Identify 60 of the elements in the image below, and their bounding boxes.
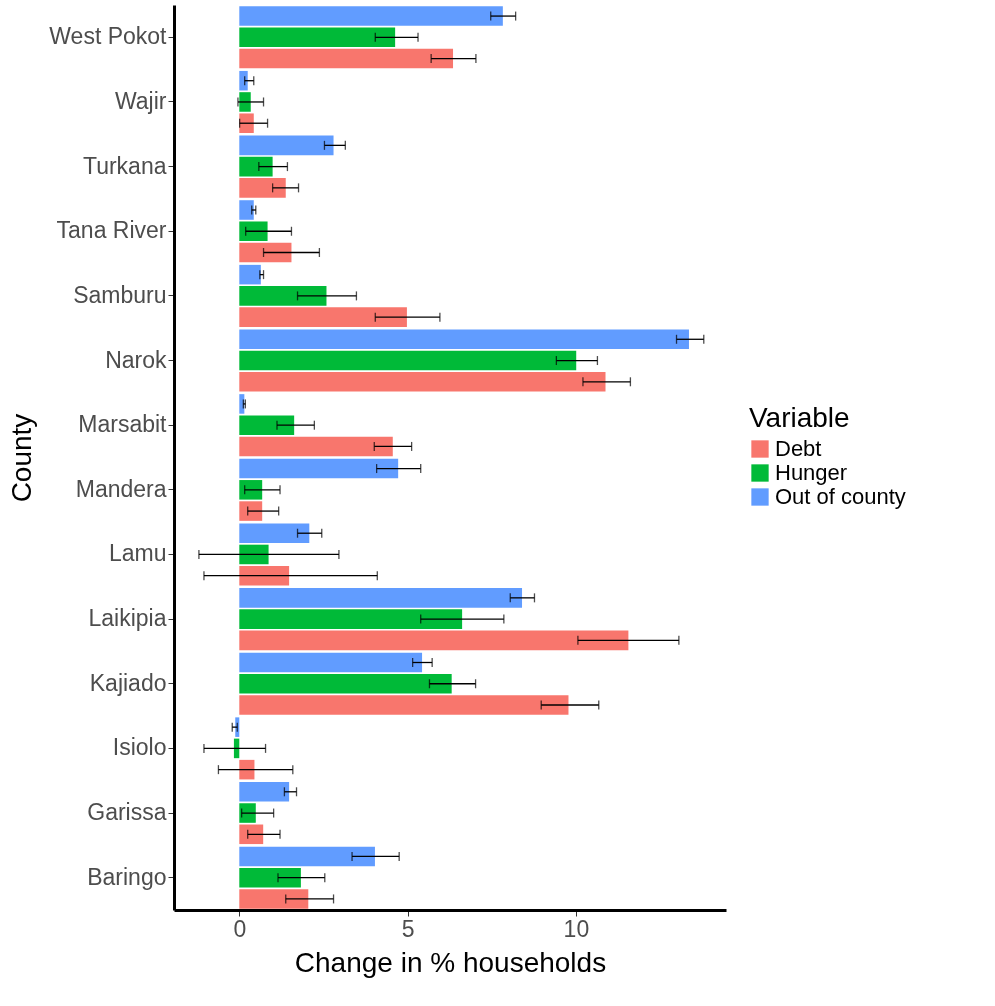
bar <box>239 846 375 867</box>
y-tick-label: Baringo <box>87 863 167 890</box>
bar <box>239 92 251 112</box>
y-tick-label: Mandera <box>75 475 167 502</box>
bar <box>239 178 286 198</box>
y-tick-label: West Pokot <box>49 23 168 50</box>
bar <box>239 523 310 543</box>
bar <box>239 673 452 694</box>
bar <box>239 372 606 392</box>
bar <box>239 889 309 909</box>
x-tick-label: 0 <box>233 915 247 942</box>
bar <box>239 242 292 263</box>
x-tick-label: 5 <box>401 915 415 942</box>
bar <box>239 759 255 780</box>
bar <box>239 588 523 608</box>
bar <box>239 501 263 521</box>
bar <box>239 264 261 285</box>
y-tick-label: Kajiado <box>89 669 167 696</box>
bar <box>239 630 629 651</box>
bar <box>239 350 577 371</box>
bar <box>239 329 689 350</box>
bar <box>239 458 399 479</box>
y-axis-title: County <box>6 413 38 503</box>
bar <box>239 480 263 500</box>
y-tick-label: Turkana <box>82 152 167 179</box>
bar <box>239 436 393 457</box>
y-tick-label: Lamu <box>108 540 167 567</box>
y-tick-label: Laikipia <box>88 605 167 632</box>
y-tick-label: Samburu <box>73 281 167 308</box>
x-axis-title: Change in % households <box>294 946 607 978</box>
legend-label: Debt <box>775 436 822 461</box>
bar <box>239 415 295 435</box>
x-tick-label: 10 <box>563 915 590 942</box>
bar <box>239 113 254 133</box>
bar <box>239 70 248 91</box>
legend-title: Variable <box>749 402 850 433</box>
bar <box>239 286 327 306</box>
bar <box>239 652 423 673</box>
bar <box>239 782 290 802</box>
bar <box>239 609 463 629</box>
y-tick-label: Narok <box>105 346 167 373</box>
bar <box>239 565 290 586</box>
bar <box>239 48 454 69</box>
y-tick-label: Tana River <box>56 217 167 244</box>
bar <box>239 27 396 48</box>
legend-label: Out of county <box>775 484 906 509</box>
bar <box>239 695 569 715</box>
y-tick-label: Wajir <box>114 87 167 114</box>
bar <box>239 135 334 156</box>
bar <box>239 6 503 26</box>
bar <box>239 867 301 888</box>
bar <box>239 307 407 327</box>
bar <box>239 156 273 177</box>
legend-label: Hunger <box>775 460 848 485</box>
y-tick-label: Isiolo <box>112 734 167 761</box>
y-tick-label: Garissa <box>87 799 167 826</box>
bar <box>239 544 269 565</box>
bar <box>239 221 268 242</box>
bar <box>239 824 264 845</box>
y-tick-label: Marsabit <box>78 411 168 438</box>
